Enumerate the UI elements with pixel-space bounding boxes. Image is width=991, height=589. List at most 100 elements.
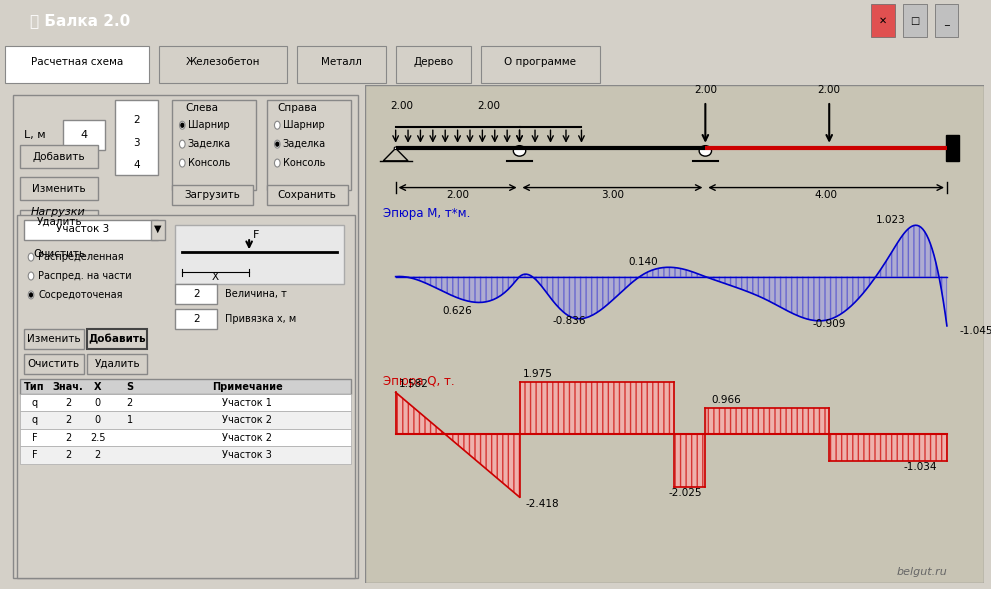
Text: Эпюра Q, т.: Эпюра Q, т.	[384, 375, 455, 388]
Text: Привязка х, м: Привязка х, м	[225, 315, 295, 325]
Text: 2: 2	[95, 450, 101, 460]
Text: Участок 1: Участок 1	[222, 398, 273, 408]
Circle shape	[275, 121, 280, 129]
Text: 4: 4	[133, 160, 140, 170]
Text: 0.626: 0.626	[443, 306, 473, 316]
Text: 2.00: 2.00	[477, 101, 500, 111]
FancyBboxPatch shape	[87, 354, 147, 374]
Text: Заделка: Заделка	[282, 139, 326, 149]
Text: ▼: ▼	[154, 224, 162, 234]
Text: L, м: L, м	[24, 130, 46, 140]
Text: Тип: Тип	[24, 382, 45, 392]
Text: 2.00: 2.00	[390, 101, 413, 111]
FancyBboxPatch shape	[24, 354, 84, 374]
FancyBboxPatch shape	[21, 446, 351, 464]
Circle shape	[28, 272, 34, 280]
FancyBboxPatch shape	[935, 4, 958, 37]
Circle shape	[275, 159, 280, 167]
FancyBboxPatch shape	[267, 185, 348, 205]
Text: X: X	[212, 272, 219, 282]
Text: 4: 4	[80, 130, 87, 140]
FancyBboxPatch shape	[175, 284, 217, 305]
Circle shape	[179, 159, 185, 167]
Text: Загрузить: Загрузить	[184, 190, 240, 200]
FancyBboxPatch shape	[21, 379, 351, 394]
Text: Металл: Металл	[321, 58, 363, 67]
FancyBboxPatch shape	[159, 46, 287, 83]
Text: 2: 2	[64, 415, 71, 425]
Text: Очистить: Очистить	[33, 249, 85, 259]
Circle shape	[28, 291, 34, 299]
Text: q: q	[32, 398, 38, 408]
Text: belgut.ru: belgut.ru	[896, 567, 947, 577]
Text: Участок 3: Участок 3	[55, 224, 109, 234]
Text: Участок 2: Участок 2	[222, 432, 273, 442]
Text: Знач.: Знач.	[53, 382, 83, 392]
Text: Железобетон: Железобетон	[185, 58, 261, 67]
Text: 1.023: 1.023	[876, 215, 906, 225]
Text: S: S	[126, 382, 133, 392]
Text: 0: 0	[95, 415, 101, 425]
FancyBboxPatch shape	[21, 177, 98, 200]
FancyBboxPatch shape	[365, 85, 984, 583]
Text: Шарнир: Шарнир	[282, 120, 324, 130]
Text: q: q	[32, 415, 38, 425]
Text: -1.045: -1.045	[959, 326, 991, 336]
Text: Удалить: Удалить	[94, 359, 140, 369]
Text: Консоль: Консоль	[187, 158, 230, 168]
Text: Изменить: Изменить	[33, 184, 86, 194]
Text: 2: 2	[127, 398, 133, 408]
Text: 🔹 Балка 2.0: 🔹 Балка 2.0	[30, 13, 130, 28]
Text: Удалить: Удалить	[37, 216, 82, 226]
Text: Добавить: Добавить	[88, 334, 146, 345]
Text: F: F	[253, 230, 259, 240]
Text: -0.909: -0.909	[813, 319, 846, 329]
FancyBboxPatch shape	[945, 135, 959, 161]
FancyBboxPatch shape	[24, 220, 158, 240]
Text: 0.140: 0.140	[628, 257, 658, 267]
Text: 3: 3	[133, 138, 140, 148]
FancyBboxPatch shape	[115, 100, 158, 175]
Text: Распред. на части: Распред. на части	[38, 271, 132, 281]
Text: -2.025: -2.025	[668, 488, 702, 498]
Text: F: F	[32, 450, 38, 460]
FancyBboxPatch shape	[24, 329, 84, 349]
Text: О программе: О программе	[504, 58, 576, 67]
Text: Заделка: Заделка	[187, 139, 231, 149]
FancyBboxPatch shape	[21, 429, 351, 446]
FancyBboxPatch shape	[17, 215, 355, 578]
Circle shape	[513, 145, 525, 156]
Text: 0.966: 0.966	[712, 395, 741, 405]
FancyBboxPatch shape	[21, 394, 351, 411]
Circle shape	[179, 121, 185, 129]
Text: X: X	[94, 382, 102, 392]
FancyBboxPatch shape	[396, 46, 471, 83]
FancyBboxPatch shape	[21, 242, 98, 264]
Text: Сохранить: Сохранить	[277, 190, 337, 200]
Text: 0: 0	[95, 398, 101, 408]
FancyBboxPatch shape	[267, 100, 351, 190]
Text: 1.975: 1.975	[522, 369, 553, 379]
FancyBboxPatch shape	[871, 4, 895, 37]
FancyBboxPatch shape	[87, 329, 147, 349]
Text: Эпюра М, т*м.: Эпюра М, т*м.	[384, 207, 471, 220]
Circle shape	[275, 142, 278, 146]
Text: Дерево: Дерево	[413, 57, 454, 68]
FancyBboxPatch shape	[21, 145, 98, 167]
Text: 2.00: 2.00	[446, 190, 469, 200]
Circle shape	[700, 145, 712, 156]
FancyBboxPatch shape	[62, 120, 105, 150]
Text: Очистить: Очистить	[28, 359, 80, 369]
FancyBboxPatch shape	[21, 210, 98, 232]
Text: Консоль: Консоль	[282, 158, 325, 168]
Text: Слева: Слева	[185, 103, 219, 113]
FancyBboxPatch shape	[175, 309, 217, 329]
FancyBboxPatch shape	[903, 4, 927, 37]
Text: Участок 3: Участок 3	[222, 450, 273, 460]
Text: -2.418: -2.418	[525, 498, 559, 508]
Text: Сосредоточеная: Сосредоточеная	[38, 290, 123, 300]
Text: F: F	[32, 432, 38, 442]
Text: 2.5: 2.5	[90, 432, 106, 442]
Text: 4.00: 4.00	[815, 190, 837, 200]
Circle shape	[179, 140, 185, 148]
